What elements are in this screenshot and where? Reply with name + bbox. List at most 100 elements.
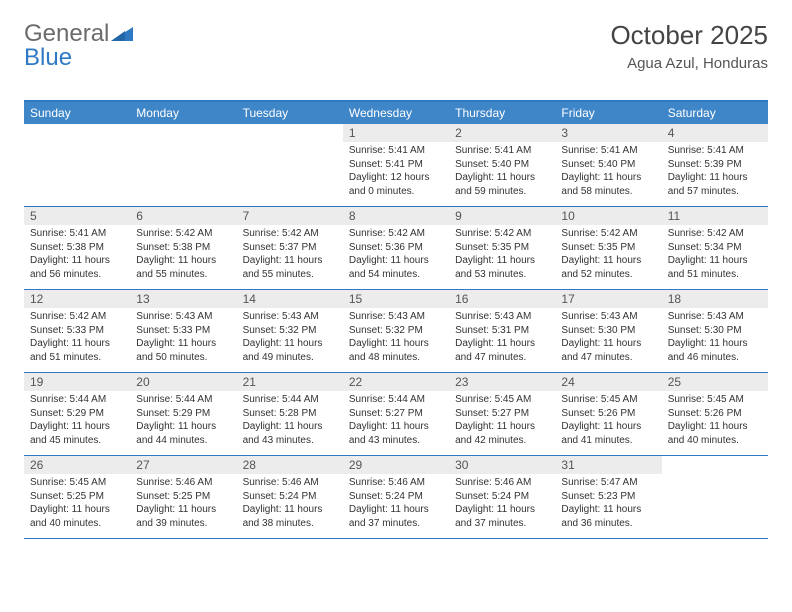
sunset-text: Sunset: 5:27 PM (455, 407, 549, 421)
daylight-text: Daylight: 11 hours and 43 minutes. (349, 420, 443, 447)
sunset-text: Sunset: 5:41 PM (349, 158, 443, 172)
daylight-text: Daylight: 11 hours and 54 minutes. (349, 254, 443, 281)
sunrise-text: Sunrise: 5:43 AM (561, 310, 655, 324)
sunset-text: Sunset: 5:38 PM (136, 241, 230, 255)
day-number: 7 (237, 207, 343, 225)
calendar-cell: 18Sunrise: 5:43 AMSunset: 5:30 PMDayligh… (662, 290, 768, 372)
calendar-cell: 29Sunrise: 5:46 AMSunset: 5:24 PMDayligh… (343, 456, 449, 538)
weekday-header: Wednesday (343, 102, 449, 124)
day-details: Sunrise: 5:43 AMSunset: 5:30 PMDaylight:… (662, 308, 768, 368)
day-details: Sunrise: 5:46 AMSunset: 5:24 PMDaylight:… (237, 474, 343, 534)
sunrise-text: Sunrise: 5:41 AM (455, 144, 549, 158)
daylight-text: Daylight: 11 hours and 50 minutes. (136, 337, 230, 364)
daylight-text: Daylight: 11 hours and 55 minutes. (136, 254, 230, 281)
day-number: 24 (555, 373, 661, 391)
calendar-cell: 9Sunrise: 5:42 AMSunset: 5:35 PMDaylight… (449, 207, 555, 289)
daylight-text: Daylight: 11 hours and 46 minutes. (668, 337, 762, 364)
sunrise-text: Sunrise: 5:44 AM (243, 393, 337, 407)
day-number: 14 (237, 290, 343, 308)
sunset-text: Sunset: 5:34 PM (668, 241, 762, 255)
sunset-text: Sunset: 5:29 PM (136, 407, 230, 421)
sunrise-text: Sunrise: 5:46 AM (136, 476, 230, 490)
day-number: 23 (449, 373, 555, 391)
day-details: Sunrise: 5:42 AMSunset: 5:37 PMDaylight:… (237, 225, 343, 285)
week-row: 5Sunrise: 5:41 AMSunset: 5:38 PMDaylight… (24, 207, 768, 290)
day-details: Sunrise: 5:41 AMSunset: 5:38 PMDaylight:… (24, 225, 130, 285)
daylight-text: Daylight: 11 hours and 53 minutes. (455, 254, 549, 281)
day-details: Sunrise: 5:42 AMSunset: 5:33 PMDaylight:… (24, 308, 130, 368)
sunrise-text: Sunrise: 5:42 AM (455, 227, 549, 241)
day-details: Sunrise: 5:41 AMSunset: 5:41 PMDaylight:… (343, 142, 449, 202)
sunset-text: Sunset: 5:23 PM (561, 490, 655, 504)
calendar-cell (662, 456, 768, 538)
daylight-text: Daylight: 11 hours and 59 minutes. (455, 171, 549, 198)
sunset-text: Sunset: 5:31 PM (455, 324, 549, 338)
weekday-header: Tuesday (237, 102, 343, 124)
calendar-cell: 7Sunrise: 5:42 AMSunset: 5:37 PMDaylight… (237, 207, 343, 289)
day-number: 6 (130, 207, 236, 225)
calendar-cell: 26Sunrise: 5:45 AMSunset: 5:25 PMDayligh… (24, 456, 130, 538)
weekday-header: Sunday (24, 102, 130, 124)
day-number: 20 (130, 373, 236, 391)
day-details: Sunrise: 5:42 AMSunset: 5:36 PMDaylight:… (343, 225, 449, 285)
brand-triangle-icon (111, 25, 133, 41)
day-number: 25 (662, 373, 768, 391)
day-number: 13 (130, 290, 236, 308)
calendar-cell: 11Sunrise: 5:42 AMSunset: 5:34 PMDayligh… (662, 207, 768, 289)
calendar-cell: 14Sunrise: 5:43 AMSunset: 5:32 PMDayligh… (237, 290, 343, 372)
daylight-text: Daylight: 11 hours and 47 minutes. (561, 337, 655, 364)
week-row: 12Sunrise: 5:42 AMSunset: 5:33 PMDayligh… (24, 290, 768, 373)
sunset-text: Sunset: 5:32 PM (243, 324, 337, 338)
sunset-text: Sunset: 5:33 PM (136, 324, 230, 338)
daylight-text: Daylight: 12 hours and 0 minutes. (349, 171, 443, 198)
day-details: Sunrise: 5:44 AMSunset: 5:27 PMDaylight:… (343, 391, 449, 451)
calendar-cell: 20Sunrise: 5:44 AMSunset: 5:29 PMDayligh… (130, 373, 236, 455)
day-details: Sunrise: 5:41 AMSunset: 5:40 PMDaylight:… (555, 142, 661, 202)
day-number: 2 (449, 124, 555, 142)
calendar-cell: 10Sunrise: 5:42 AMSunset: 5:35 PMDayligh… (555, 207, 661, 289)
day-number: 30 (449, 456, 555, 474)
calendar-cell: 25Sunrise: 5:45 AMSunset: 5:26 PMDayligh… (662, 373, 768, 455)
weekday-header: Saturday (662, 102, 768, 124)
sunset-text: Sunset: 5:25 PM (30, 490, 124, 504)
calendar-cell: 31Sunrise: 5:47 AMSunset: 5:23 PMDayligh… (555, 456, 661, 538)
calendar-cell (130, 124, 236, 206)
daylight-text: Daylight: 11 hours and 45 minutes. (30, 420, 124, 447)
sunset-text: Sunset: 5:37 PM (243, 241, 337, 255)
daylight-text: Daylight: 11 hours and 44 minutes. (136, 420, 230, 447)
sunrise-text: Sunrise: 5:45 AM (455, 393, 549, 407)
sunset-text: Sunset: 5:40 PM (561, 158, 655, 172)
sunrise-text: Sunrise: 5:42 AM (561, 227, 655, 241)
calendar-body: 1Sunrise: 5:41 AMSunset: 5:41 PMDaylight… (24, 124, 768, 539)
week-row: 26Sunrise: 5:45 AMSunset: 5:25 PMDayligh… (24, 456, 768, 539)
day-details: Sunrise: 5:44 AMSunset: 5:29 PMDaylight:… (130, 391, 236, 451)
calendar-cell (24, 124, 130, 206)
day-number: 28 (237, 456, 343, 474)
daylight-text: Daylight: 11 hours and 38 minutes. (243, 503, 337, 530)
sunset-text: Sunset: 5:24 PM (243, 490, 337, 504)
day-details: Sunrise: 5:46 AMSunset: 5:25 PMDaylight:… (130, 474, 236, 534)
sunrise-text: Sunrise: 5:47 AM (561, 476, 655, 490)
day-details: Sunrise: 5:46 AMSunset: 5:24 PMDaylight:… (449, 474, 555, 534)
sunrise-text: Sunrise: 5:44 AM (136, 393, 230, 407)
day-number: 19 (24, 373, 130, 391)
sunset-text: Sunset: 5:30 PM (561, 324, 655, 338)
day-number: 16 (449, 290, 555, 308)
calendar-cell: 30Sunrise: 5:46 AMSunset: 5:24 PMDayligh… (449, 456, 555, 538)
calendar: SundayMondayTuesdayWednesdayThursdayFrid… (24, 100, 768, 539)
weekday-header: Thursday (449, 102, 555, 124)
daylight-text: Daylight: 11 hours and 39 minutes. (136, 503, 230, 530)
sunrise-text: Sunrise: 5:45 AM (30, 476, 124, 490)
sunset-text: Sunset: 5:25 PM (136, 490, 230, 504)
sunrise-text: Sunrise: 5:46 AM (349, 476, 443, 490)
sunset-text: Sunset: 5:32 PM (349, 324, 443, 338)
day-details: Sunrise: 5:45 AMSunset: 5:25 PMDaylight:… (24, 474, 130, 534)
week-row: 19Sunrise: 5:44 AMSunset: 5:29 PMDayligh… (24, 373, 768, 456)
day-number: 26 (24, 456, 130, 474)
daylight-text: Daylight: 11 hours and 36 minutes. (561, 503, 655, 530)
day-details: Sunrise: 5:43 AMSunset: 5:31 PMDaylight:… (449, 308, 555, 368)
day-number: 12 (24, 290, 130, 308)
day-details: Sunrise: 5:46 AMSunset: 5:24 PMDaylight:… (343, 474, 449, 534)
calendar-cell: 17Sunrise: 5:43 AMSunset: 5:30 PMDayligh… (555, 290, 661, 372)
calendar-cell (237, 124, 343, 206)
